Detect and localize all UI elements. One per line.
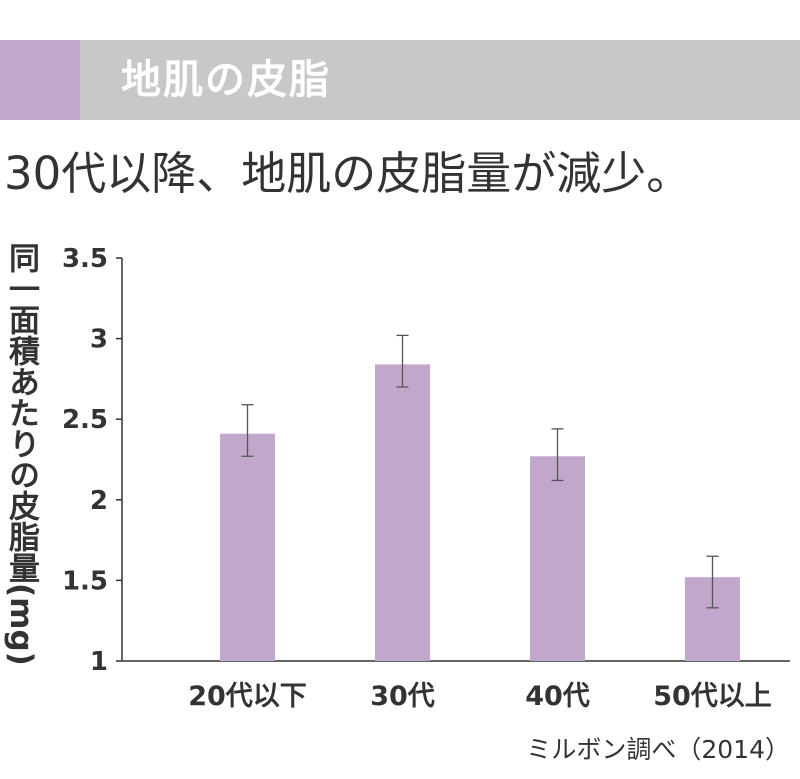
y-tick-label: 1.5 (62, 566, 108, 596)
header-accent-block (0, 40, 80, 120)
y-tick-label: 2 (90, 486, 108, 516)
y-tick-label: 2.5 (62, 405, 108, 435)
category-label: 20代以下 (188, 681, 307, 712)
category-label: 30代 (370, 681, 435, 712)
bar (375, 364, 430, 661)
category-label: 40代 (525, 681, 590, 712)
source-note: ミルボン調べ（2014） (526, 735, 790, 764)
header-title: 地肌の皮脂 (121, 57, 331, 103)
y-axis-label: 同一面積あたりの皮脂量(mg) (3, 242, 39, 666)
header-banner: 地肌の皮脂 (0, 40, 800, 120)
y-tick-label: 3.5 (62, 244, 108, 274)
category-label: 50代以上 (653, 681, 772, 712)
y-tick-label: 1 (90, 647, 108, 677)
y-tick-label: 3 (90, 325, 108, 355)
bar (530, 456, 585, 661)
bar (220, 433, 275, 661)
headline: 30代以降、地肌の皮脂量が減少。 (4, 147, 692, 200)
